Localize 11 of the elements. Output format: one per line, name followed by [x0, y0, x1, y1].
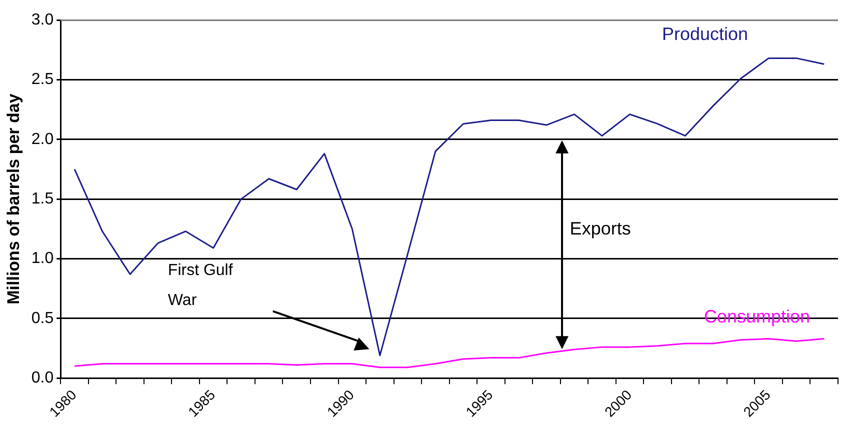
y-tick-label: 2.0 [31, 130, 54, 148]
series-label: Production [662, 24, 748, 44]
y-tick-label: 2.5 [31, 71, 54, 88]
y-tick-label: 0.5 [31, 310, 54, 327]
annotation: Exports [570, 218, 631, 238]
y-axis-title: Millions of barrels per day [4, 93, 23, 304]
y-tick-label: 0.0 [31, 370, 54, 387]
y-tick-label: 1.0 [31, 250, 54, 268]
y-tick-label: 1.5 [31, 190, 54, 208]
y-tick-label: 3.0 [31, 11, 54, 28]
annotation: First Gulf War [168, 262, 234, 310]
